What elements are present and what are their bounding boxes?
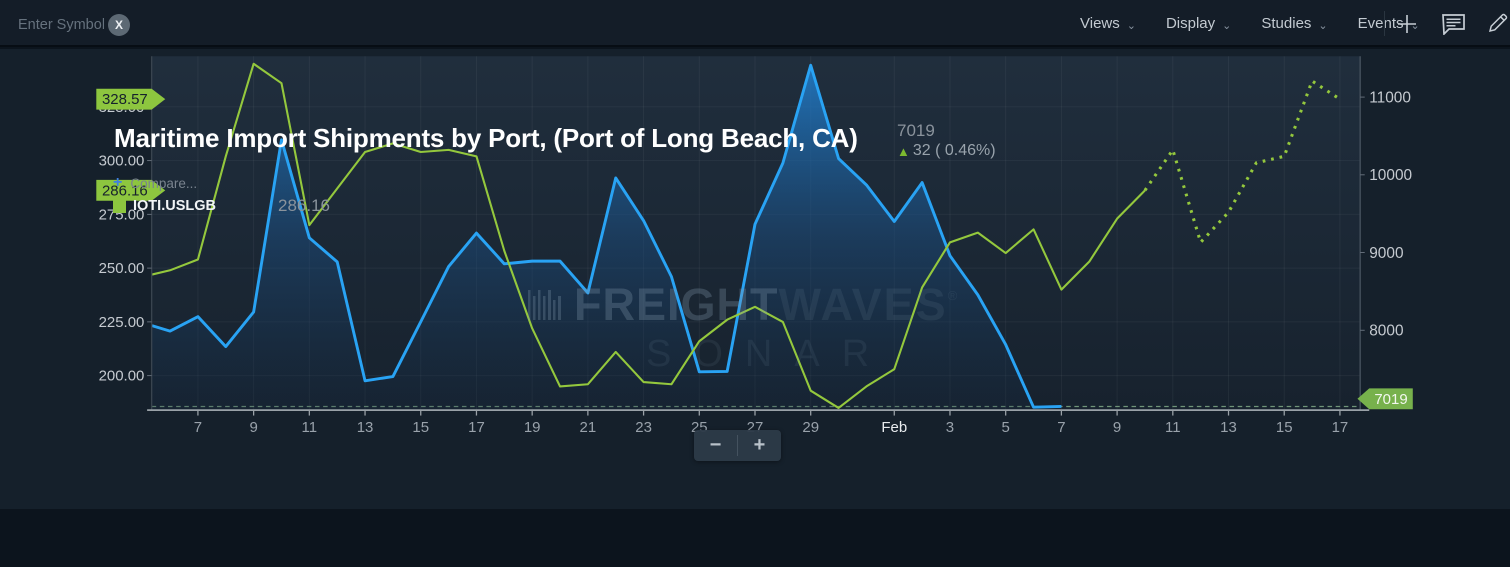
series-group <box>151 62 1341 411</box>
x-axis-label: 7 <box>1057 419 1065 436</box>
x-axis-label: 21 <box>580 419 597 436</box>
x-axis-label: 11 <box>302 419 318 436</box>
left-axis-label: 275.00 <box>99 206 145 223</box>
x-axis-label: 15 <box>412 419 429 436</box>
right-axis-label: 9000 <box>1369 245 1403 262</box>
comment-icon[interactable] <box>1438 0 1468 47</box>
x-axis-label: 23 <box>635 419 652 436</box>
series-swatch <box>113 199 126 213</box>
price-chart-canvas[interactable]: 7911131517192123252729Feb357911131517325… <box>0 49 1510 509</box>
series-line-left[interactable] <box>151 62 1146 409</box>
add-chart-icon[interactable] <box>1392 0 1422 47</box>
right-axis-badge-text: 7019 <box>1374 391 1407 408</box>
right-axis-label: 11000 <box>1369 90 1411 107</box>
symbol-search-input[interactable] <box>18 17 104 33</box>
menu-events[interactable]: Events ⌄ <box>1358 15 1420 32</box>
legend-symbol: IOTI.USLGB <box>133 198 216 214</box>
menu-studies-label: Studies <box>1261 15 1312 32</box>
compare-link[interactable]: + Compare... <box>113 174 197 192</box>
right-axis-label: 8000 <box>1369 323 1403 340</box>
menu-views-label: Views <box>1080 15 1120 32</box>
chevron-down-icon: ⌄ <box>1222 20 1232 32</box>
chevron-down-icon: ⌄ <box>1318 20 1328 32</box>
x-axis-label: 9 <box>249 419 257 436</box>
legend-item-ioti-uslgb[interactable]: IOTI.USLGB 286.16 <box>113 196 330 216</box>
area-fill-maritime-import-shipments-by-port-port-of-long-beach-ca- <box>151 65 1062 411</box>
menu-studies[interactable]: Studies ⌄ <box>1261 15 1327 32</box>
x-axis-label: 5 <box>1002 419 1010 436</box>
right-axis-label: 10000 <box>1369 167 1412 184</box>
right-axis-badge <box>1357 388 1413 410</box>
range-toolbar: 1M3M6MYTD1Y5YAll › Apply <box>0 509 1510 567</box>
menu-views[interactable]: Views ⌄ <box>1080 15 1136 32</box>
top-nav-bar: X Views ⌄ Display ⌄ Studies ⌄ Events ⌄ <box>0 0 1510 47</box>
chevron-down-icon: ⌄ <box>1410 20 1420 32</box>
left-axis-badge-text: 286.16 <box>102 182 148 199</box>
menu-display[interactable]: Display ⌄ <box>1166 15 1231 32</box>
left-axis-label: 225.00 <box>99 314 145 331</box>
nav-menus: Views ⌄ Display ⌄ Studies ⌄ Events ⌄ <box>1080 0 1420 47</box>
x-axis-label: 17 <box>468 419 485 436</box>
left-axis-label: 250.00 <box>99 260 145 277</box>
x-axis-label: 13 <box>1220 419 1237 436</box>
x-axis-label: 9 <box>1113 419 1121 436</box>
nav-separator <box>1384 11 1385 36</box>
x-axis-label: 3 <box>946 419 954 436</box>
x-axis-label: 17 <box>1332 419 1349 436</box>
menu-display-label: Display <box>1165 15 1216 32</box>
zoom-divider <box>737 435 738 456</box>
left-axis-badge-text: 328.57 <box>102 91 148 108</box>
left-axis-label: 300.00 <box>99 153 145 170</box>
zoom-control: − + <box>694 430 781 461</box>
zoom-out-button[interactable]: − <box>709 434 722 456</box>
left-axis-badge <box>96 179 166 201</box>
x-axis-label: 19 <box>524 419 541 436</box>
legend-value: 286.16 <box>277 196 330 215</box>
left-axis-badge <box>96 88 166 110</box>
symbol-clear-chip[interactable]: X <box>108 14 130 36</box>
series-line-right[interactable] <box>151 63 1062 409</box>
symbol-entry: X <box>18 14 130 36</box>
chevron-down-icon: ⌄ <box>1126 20 1136 32</box>
x-axis-label: 15 <box>1276 419 1293 436</box>
zoom-in-button[interactable]: + <box>753 434 766 456</box>
left-axis-label: 200.00 <box>99 368 145 385</box>
x-axis-label: 29 <box>802 419 819 436</box>
x-axis-label: 11 <box>1165 419 1181 436</box>
draw-pencil-icon[interactable] <box>1482 0 1510 47</box>
menu-events-label: Events <box>1357 15 1404 32</box>
x-axis-label: Feb <box>881 419 907 436</box>
compare-label: Compare... <box>130 175 198 191</box>
chart-panel: 7911131517192123252729Feb357911131517325… <box>0 49 1510 509</box>
plus-icon: + <box>113 174 123 191</box>
x-axis-label: 7 <box>194 419 202 436</box>
x-axis-label: 13 <box>357 419 374 436</box>
